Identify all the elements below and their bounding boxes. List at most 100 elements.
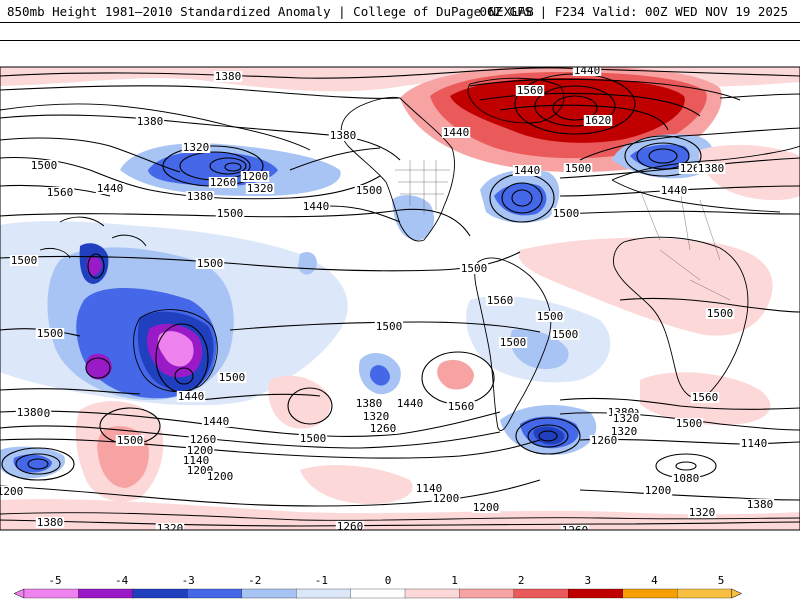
contour-label: 1260 — [591, 434, 618, 447]
contour-label: 1440 — [661, 184, 688, 197]
contour-label: 1320 — [183, 141, 210, 154]
contour-label-bg — [208, 177, 238, 188]
contour-label: 1260 — [370, 422, 397, 435]
colorbar-swatch — [513, 588, 569, 599]
anomaly-negative-13 — [157, 331, 194, 367]
contour-label-bg — [589, 435, 619, 446]
contour-label-bg — [671, 473, 701, 484]
contour-label: 1200 — [187, 444, 214, 457]
colorbar-swatch — [404, 588, 461, 599]
contour-label-bg — [550, 329, 580, 340]
contour-label: 1500 — [376, 320, 403, 333]
contour-label-bg — [535, 311, 565, 322]
contour-label-bg — [15, 407, 45, 418]
colorbar-arrow-left — [13, 588, 25, 599]
contour-label: 1380 — [187, 190, 214, 203]
contour-label-bg — [185, 445, 215, 456]
anomaly-positive-8 — [437, 359, 474, 390]
colorbar-tick-label: -5 — [48, 574, 61, 587]
contour-label-bg — [643, 485, 673, 496]
contour-label: 1200 — [242, 170, 269, 183]
contour-label: 1500 — [356, 184, 383, 197]
contour-label-bg — [176, 391, 206, 402]
coast-greenland — [467, 77, 565, 124]
contour-label-bg — [213, 71, 243, 82]
contour-label-bg — [9, 255, 39, 266]
contour-label: 1200 — [473, 501, 500, 514]
header-title: 850mb Height 1981–2010 Standardized Anom… — [7, 4, 534, 19]
contour-label: 1500 — [500, 336, 527, 349]
contour-label: 1200 — [433, 492, 460, 505]
contour-label: 1440 — [178, 390, 205, 403]
contour-label: 1200 — [645, 484, 672, 497]
contour-label-bg — [690, 392, 720, 403]
contour-label: 1620 — [585, 114, 612, 127]
contour-label: 1440 — [514, 164, 541, 177]
contour-label: 1260 — [562, 524, 589, 537]
contour-label: 1500 — [219, 371, 246, 384]
contour-labels: 1440138013801560162014401380132012001260… — [0, 67, 775, 537]
contour-label-bg — [560, 525, 590, 530]
contour-label-bg — [181, 142, 211, 153]
contour-label-bg — [696, 163, 726, 174]
contour-label-bg — [611, 413, 641, 424]
contour-label-bg — [687, 507, 717, 518]
contour-label-bg — [95, 183, 125, 194]
state-borders — [395, 160, 731, 301]
colorbar-tick-label: -3 — [182, 574, 195, 587]
contour-label-bg — [240, 171, 270, 182]
contour-label: 1500 — [217, 207, 244, 220]
contour-label-bg — [745, 499, 775, 510]
colorbar-swatch — [187, 588, 243, 599]
contour-label-bg — [368, 423, 398, 434]
contour-label: 1560 — [487, 294, 514, 307]
contour-label: 1380 — [37, 516, 64, 529]
contour-label: 1440 — [203, 415, 230, 428]
contour-label: 1320 — [247, 182, 274, 195]
contour-label: 1500 — [707, 307, 734, 320]
contour-label: 1380 — [698, 162, 725, 175]
contour-label-bg — [446, 401, 476, 412]
contour-label: 1440 — [303, 200, 330, 213]
contour-label-bg — [328, 130, 358, 141]
contour-label-bg — [205, 471, 235, 482]
contour-label: 1500 — [117, 434, 144, 447]
contour-label: 1500 — [300, 432, 327, 445]
anomaly-negative-16 — [86, 256, 102, 276]
contour-label-bg — [185, 465, 215, 476]
colorbar-swatch — [676, 588, 733, 599]
contour-label: 1320 — [157, 522, 184, 535]
colorbar-swatch — [23, 588, 80, 599]
contour-label-bg — [674, 418, 704, 429]
contour-label: 1320 — [363, 410, 390, 423]
contour-label-bg — [185, 191, 215, 202]
contour-label: 1500 — [461, 262, 488, 275]
contour-label: 1500 — [31, 159, 58, 172]
contour-label: 1560 — [517, 84, 544, 97]
contour-label-bg — [459, 263, 489, 274]
contour-label: 1140 — [416, 482, 443, 495]
contour-label-bg — [215, 208, 245, 219]
height-contours — [0, 67, 800, 527]
colorbar-arrow-right — [731, 588, 743, 599]
contour-label: 1560 — [448, 400, 475, 413]
contour-label: 1560 — [692, 391, 719, 404]
contour-label: 1500 — [11, 254, 38, 267]
anomaly-negative-4 — [630, 144, 690, 170]
contour-label-bg — [498, 337, 528, 348]
contour-label-bg — [201, 416, 231, 427]
contour-label-bg — [245, 183, 275, 194]
contour-label-bg — [217, 372, 247, 383]
contour-label-bg — [115, 435, 145, 446]
contour-label: 1320 — [611, 425, 638, 438]
coast-south-america — [474, 257, 552, 431]
contour-label: 1500 — [552, 328, 579, 341]
colorbar-tick-label: -4 — [115, 574, 129, 587]
contour-label-bg — [471, 502, 501, 513]
contour-label-bg — [395, 398, 425, 409]
contour-label: 1080 — [673, 472, 700, 485]
contour-label-bg — [195, 258, 225, 269]
coast-north-america — [340, 96, 455, 242]
contour-label: 1380 — [215, 70, 242, 83]
